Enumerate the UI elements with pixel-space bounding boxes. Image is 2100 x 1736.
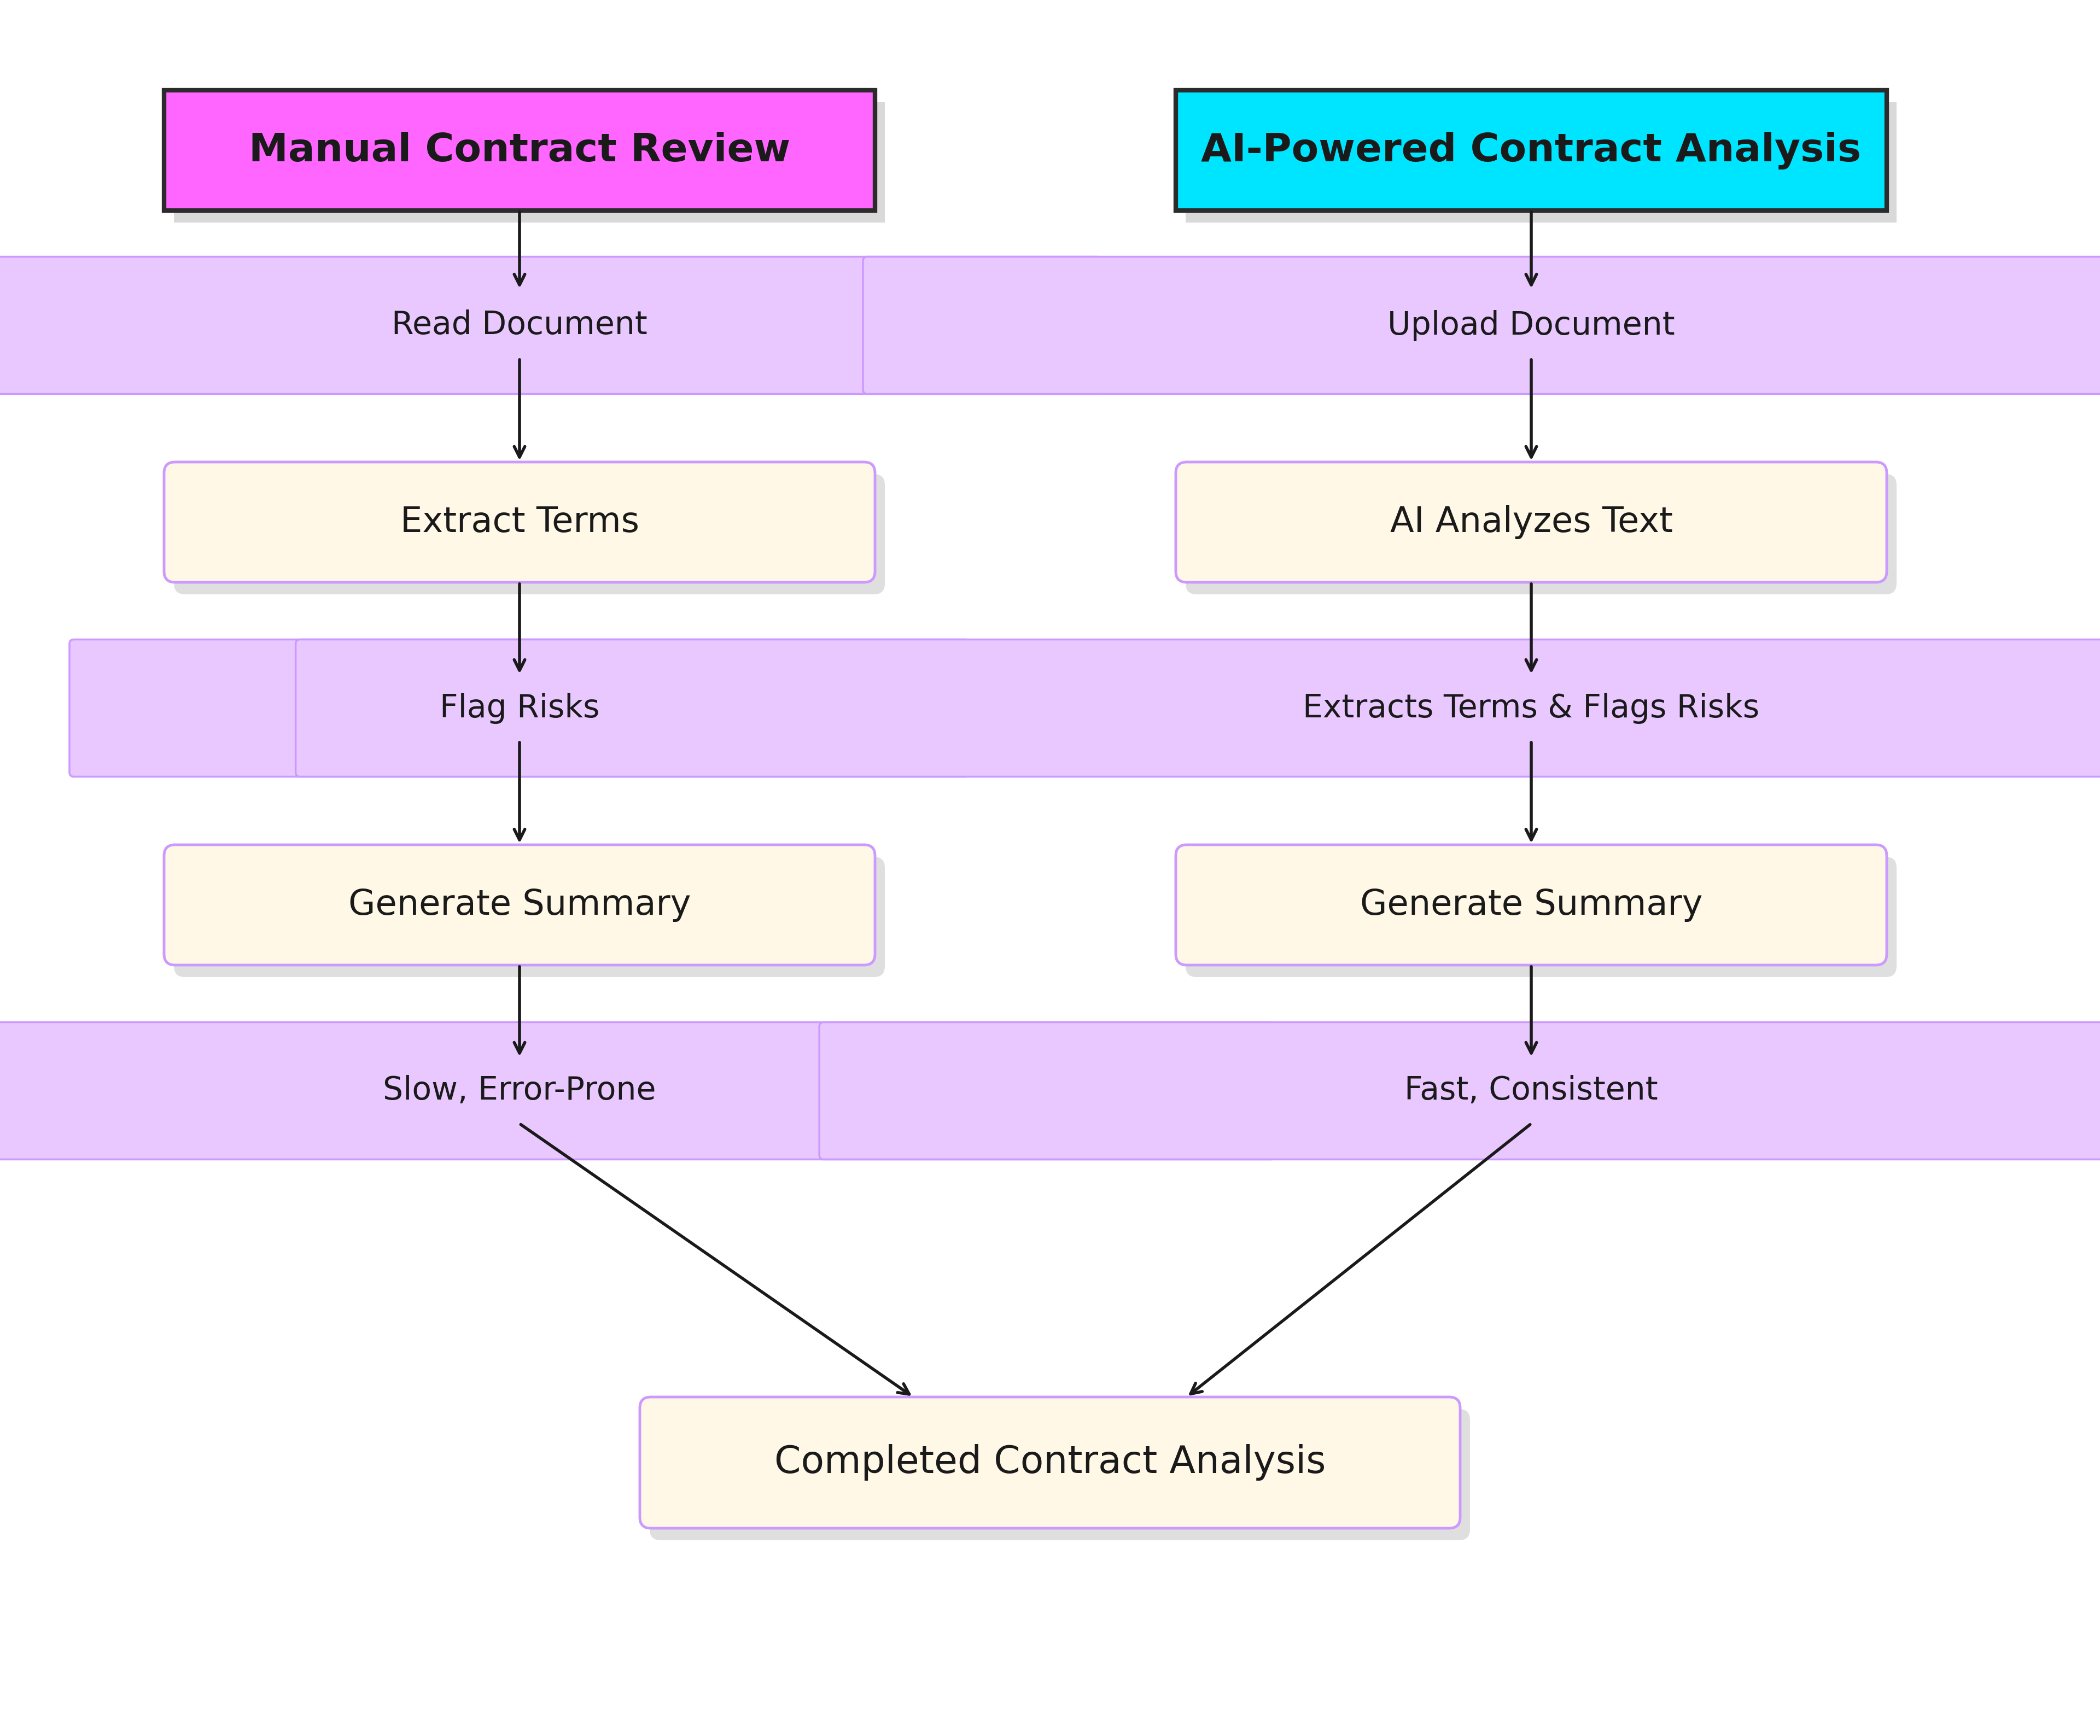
FancyBboxPatch shape bbox=[640, 1397, 1460, 1528]
FancyBboxPatch shape bbox=[69, 639, 970, 776]
FancyBboxPatch shape bbox=[1176, 462, 1886, 582]
Bar bbox=[1176, 90, 1886, 210]
Text: Read Document: Read Document bbox=[391, 309, 647, 340]
FancyBboxPatch shape bbox=[174, 858, 884, 977]
FancyBboxPatch shape bbox=[164, 462, 876, 582]
Text: AI-Powered Contract Analysis: AI-Powered Contract Analysis bbox=[1201, 132, 1861, 168]
Text: Flag Risks: Flag Risks bbox=[439, 693, 598, 724]
FancyBboxPatch shape bbox=[1176, 845, 1886, 965]
Bar bbox=[1186, 102, 1896, 222]
Text: Fast, Consistent: Fast, Consistent bbox=[1405, 1075, 1659, 1106]
FancyBboxPatch shape bbox=[296, 639, 2100, 776]
FancyBboxPatch shape bbox=[649, 1410, 1470, 1540]
FancyBboxPatch shape bbox=[174, 474, 884, 594]
Text: Extracts Terms & Flags Risks: Extracts Terms & Flags Risks bbox=[1302, 693, 1760, 724]
FancyBboxPatch shape bbox=[1186, 858, 1896, 977]
FancyBboxPatch shape bbox=[164, 845, 876, 965]
Text: Manual Contract Review: Manual Contract Review bbox=[248, 132, 790, 168]
FancyBboxPatch shape bbox=[0, 257, 1100, 394]
FancyBboxPatch shape bbox=[863, 257, 2100, 394]
Text: AI Analyzes Text: AI Analyzes Text bbox=[1390, 505, 1672, 540]
FancyBboxPatch shape bbox=[819, 1023, 2100, 1160]
Text: Completed Contract Analysis: Completed Contract Analysis bbox=[775, 1444, 1325, 1481]
Text: Generate Summary: Generate Summary bbox=[1361, 887, 1703, 922]
Text: Generate Summary: Generate Summary bbox=[349, 887, 691, 922]
FancyBboxPatch shape bbox=[0, 1023, 1275, 1160]
Text: Slow, Error-Prone: Slow, Error-Prone bbox=[382, 1075, 655, 1106]
Bar bbox=[174, 102, 884, 222]
Bar bbox=[164, 90, 876, 210]
Text: Extract Terms: Extract Terms bbox=[399, 505, 638, 540]
FancyBboxPatch shape bbox=[1186, 474, 1896, 594]
Text: Upload Document: Upload Document bbox=[1388, 309, 1676, 340]
